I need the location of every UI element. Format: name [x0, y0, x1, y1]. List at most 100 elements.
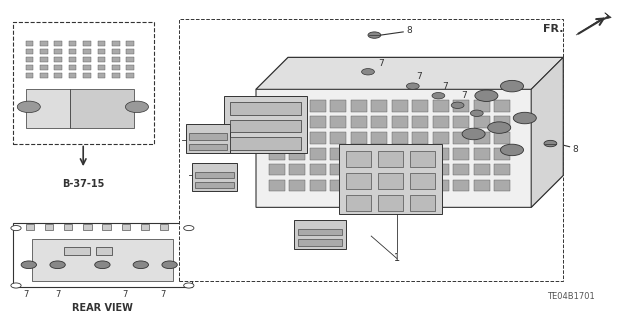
FancyBboxPatch shape — [230, 120, 301, 132]
Circle shape — [488, 122, 511, 133]
FancyBboxPatch shape — [453, 116, 469, 128]
FancyBboxPatch shape — [54, 73, 62, 78]
FancyBboxPatch shape — [351, 180, 367, 191]
FancyBboxPatch shape — [64, 247, 90, 255]
FancyBboxPatch shape — [83, 65, 91, 70]
Circle shape — [513, 112, 536, 124]
FancyBboxPatch shape — [26, 89, 70, 128]
Circle shape — [462, 128, 485, 140]
FancyBboxPatch shape — [289, 164, 305, 175]
Circle shape — [500, 144, 524, 156]
Circle shape — [11, 283, 21, 288]
FancyBboxPatch shape — [160, 224, 168, 230]
FancyBboxPatch shape — [412, 132, 428, 144]
FancyBboxPatch shape — [392, 116, 408, 128]
FancyBboxPatch shape — [127, 57, 134, 62]
FancyBboxPatch shape — [54, 49, 62, 54]
FancyBboxPatch shape — [494, 180, 510, 191]
FancyBboxPatch shape — [433, 116, 449, 128]
FancyBboxPatch shape — [45, 224, 53, 230]
FancyBboxPatch shape — [269, 148, 285, 160]
FancyBboxPatch shape — [69, 65, 77, 70]
FancyBboxPatch shape — [453, 180, 469, 191]
FancyBboxPatch shape — [83, 41, 91, 46]
FancyBboxPatch shape — [346, 151, 371, 167]
Text: TE04B1701: TE04B1701 — [547, 292, 595, 301]
FancyBboxPatch shape — [298, 229, 342, 235]
FancyBboxPatch shape — [392, 100, 408, 112]
FancyBboxPatch shape — [289, 148, 305, 160]
FancyBboxPatch shape — [410, 173, 435, 189]
Circle shape — [475, 90, 498, 101]
Circle shape — [133, 261, 148, 269]
FancyBboxPatch shape — [40, 73, 47, 78]
Text: 7: 7 — [477, 101, 483, 110]
Text: 7: 7 — [55, 290, 60, 299]
FancyBboxPatch shape — [230, 102, 301, 115]
FancyBboxPatch shape — [32, 239, 173, 281]
FancyBboxPatch shape — [269, 100, 285, 112]
FancyBboxPatch shape — [26, 49, 33, 54]
FancyBboxPatch shape — [26, 57, 33, 62]
FancyBboxPatch shape — [378, 173, 403, 189]
FancyBboxPatch shape — [433, 164, 449, 175]
FancyBboxPatch shape — [378, 151, 403, 167]
Text: FR.: FR. — [543, 24, 563, 34]
FancyBboxPatch shape — [494, 148, 510, 160]
FancyBboxPatch shape — [412, 164, 428, 175]
FancyBboxPatch shape — [371, 164, 387, 175]
FancyBboxPatch shape — [69, 41, 77, 46]
FancyBboxPatch shape — [453, 148, 469, 160]
Text: 7: 7 — [378, 59, 383, 68]
FancyBboxPatch shape — [412, 180, 428, 191]
Circle shape — [368, 32, 381, 38]
FancyBboxPatch shape — [98, 57, 106, 62]
FancyBboxPatch shape — [371, 100, 387, 112]
Circle shape — [162, 261, 177, 269]
FancyBboxPatch shape — [453, 100, 469, 112]
FancyBboxPatch shape — [269, 180, 285, 191]
Text: REAR VIEW: REAR VIEW — [72, 303, 133, 313]
Text: B-37-15: B-37-15 — [62, 179, 104, 189]
FancyBboxPatch shape — [453, 164, 469, 175]
FancyBboxPatch shape — [392, 132, 408, 144]
FancyBboxPatch shape — [96, 247, 112, 255]
FancyBboxPatch shape — [186, 124, 230, 153]
FancyBboxPatch shape — [410, 195, 435, 211]
FancyBboxPatch shape — [330, 148, 346, 160]
Circle shape — [17, 101, 40, 113]
FancyBboxPatch shape — [289, 132, 305, 144]
Circle shape — [95, 261, 110, 269]
FancyBboxPatch shape — [494, 100, 510, 112]
FancyBboxPatch shape — [224, 96, 307, 153]
FancyBboxPatch shape — [195, 182, 234, 188]
FancyBboxPatch shape — [494, 164, 510, 175]
FancyBboxPatch shape — [112, 49, 120, 54]
Text: 7: 7 — [442, 82, 447, 91]
FancyBboxPatch shape — [189, 144, 227, 150]
FancyBboxPatch shape — [392, 148, 408, 160]
FancyBboxPatch shape — [330, 164, 346, 175]
FancyBboxPatch shape — [127, 73, 134, 78]
FancyBboxPatch shape — [54, 41, 62, 46]
FancyBboxPatch shape — [310, 116, 326, 128]
Text: 2: 2 — [208, 135, 214, 145]
FancyBboxPatch shape — [127, 49, 134, 54]
FancyBboxPatch shape — [330, 132, 346, 144]
FancyBboxPatch shape — [26, 65, 33, 70]
FancyBboxPatch shape — [230, 137, 301, 150]
FancyBboxPatch shape — [351, 148, 367, 160]
FancyBboxPatch shape — [289, 100, 305, 112]
FancyBboxPatch shape — [310, 100, 326, 112]
FancyBboxPatch shape — [298, 239, 342, 246]
Circle shape — [470, 110, 483, 116]
FancyBboxPatch shape — [269, 132, 285, 144]
FancyBboxPatch shape — [179, 19, 563, 281]
FancyBboxPatch shape — [112, 41, 120, 46]
FancyBboxPatch shape — [371, 148, 387, 160]
Circle shape — [125, 101, 148, 113]
FancyBboxPatch shape — [54, 57, 62, 62]
FancyBboxPatch shape — [13, 22, 154, 144]
FancyBboxPatch shape — [112, 73, 120, 78]
FancyBboxPatch shape — [127, 65, 134, 70]
